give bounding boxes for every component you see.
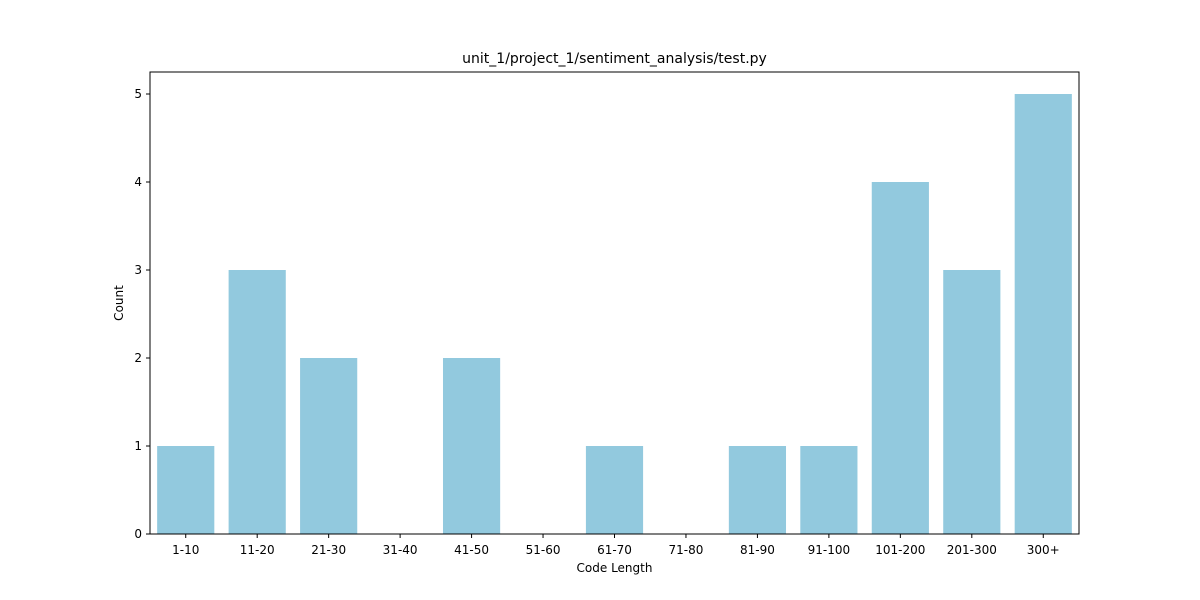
x-axis-label: Code Length <box>577 561 653 575</box>
x-tick-label: 201-300 <box>947 543 997 557</box>
x-axis-ticks: 1-10 11-20 21-30 31-40 41-50 51-60 61-70 71-80 8… <box>172 534 1060 557</box>
bar-11-20 <box>229 270 286 534</box>
x-tick-label: 81-90 <box>740 543 775 557</box>
bars-group <box>157 94 1072 534</box>
x-tick-label: 300+ <box>1027 543 1060 557</box>
y-tick-label: 5 <box>134 87 142 101</box>
bar-21-30 <box>300 358 357 534</box>
x-tick-label: 41-50 <box>454 543 489 557</box>
y-tick-label: 2 <box>134 351 142 365</box>
y-axis-ticks: 0 1 2 3 4 5 <box>134 87 150 541</box>
bar-41-50 <box>443 358 500 534</box>
bar-1-10 <box>157 446 214 534</box>
y-tick-label: 4 <box>134 175 142 189</box>
bar-81-90 <box>729 446 786 534</box>
bar-91-100 <box>800 446 857 534</box>
bar-201-300 <box>943 270 1000 534</box>
x-tick-label: 1-10 <box>172 543 199 557</box>
bar-101-200 <box>872 182 929 534</box>
x-tick-label: 71-80 <box>669 543 704 557</box>
y-tick-label: 3 <box>134 263 142 277</box>
x-tick-label: 11-20 <box>240 543 275 557</box>
x-tick-label: 61-70 <box>597 543 632 557</box>
chart-title: unit_1/project_1/sentiment_analysis/test… <box>462 51 767 67</box>
x-tick-label: 31-40 <box>383 543 418 557</box>
x-tick-label: 91-100 <box>808 543 851 557</box>
x-tick-label: 101-200 <box>875 543 925 557</box>
x-tick-label: 51-60 <box>526 543 561 557</box>
bar-61-70 <box>586 446 643 534</box>
y-tick-label: 1 <box>134 439 142 453</box>
x-tick-label: 21-30 <box>311 543 346 557</box>
bar-300+ <box>1015 94 1072 534</box>
y-tick-label: 0 <box>134 527 142 541</box>
y-axis-label: Count <box>112 285 126 321</box>
